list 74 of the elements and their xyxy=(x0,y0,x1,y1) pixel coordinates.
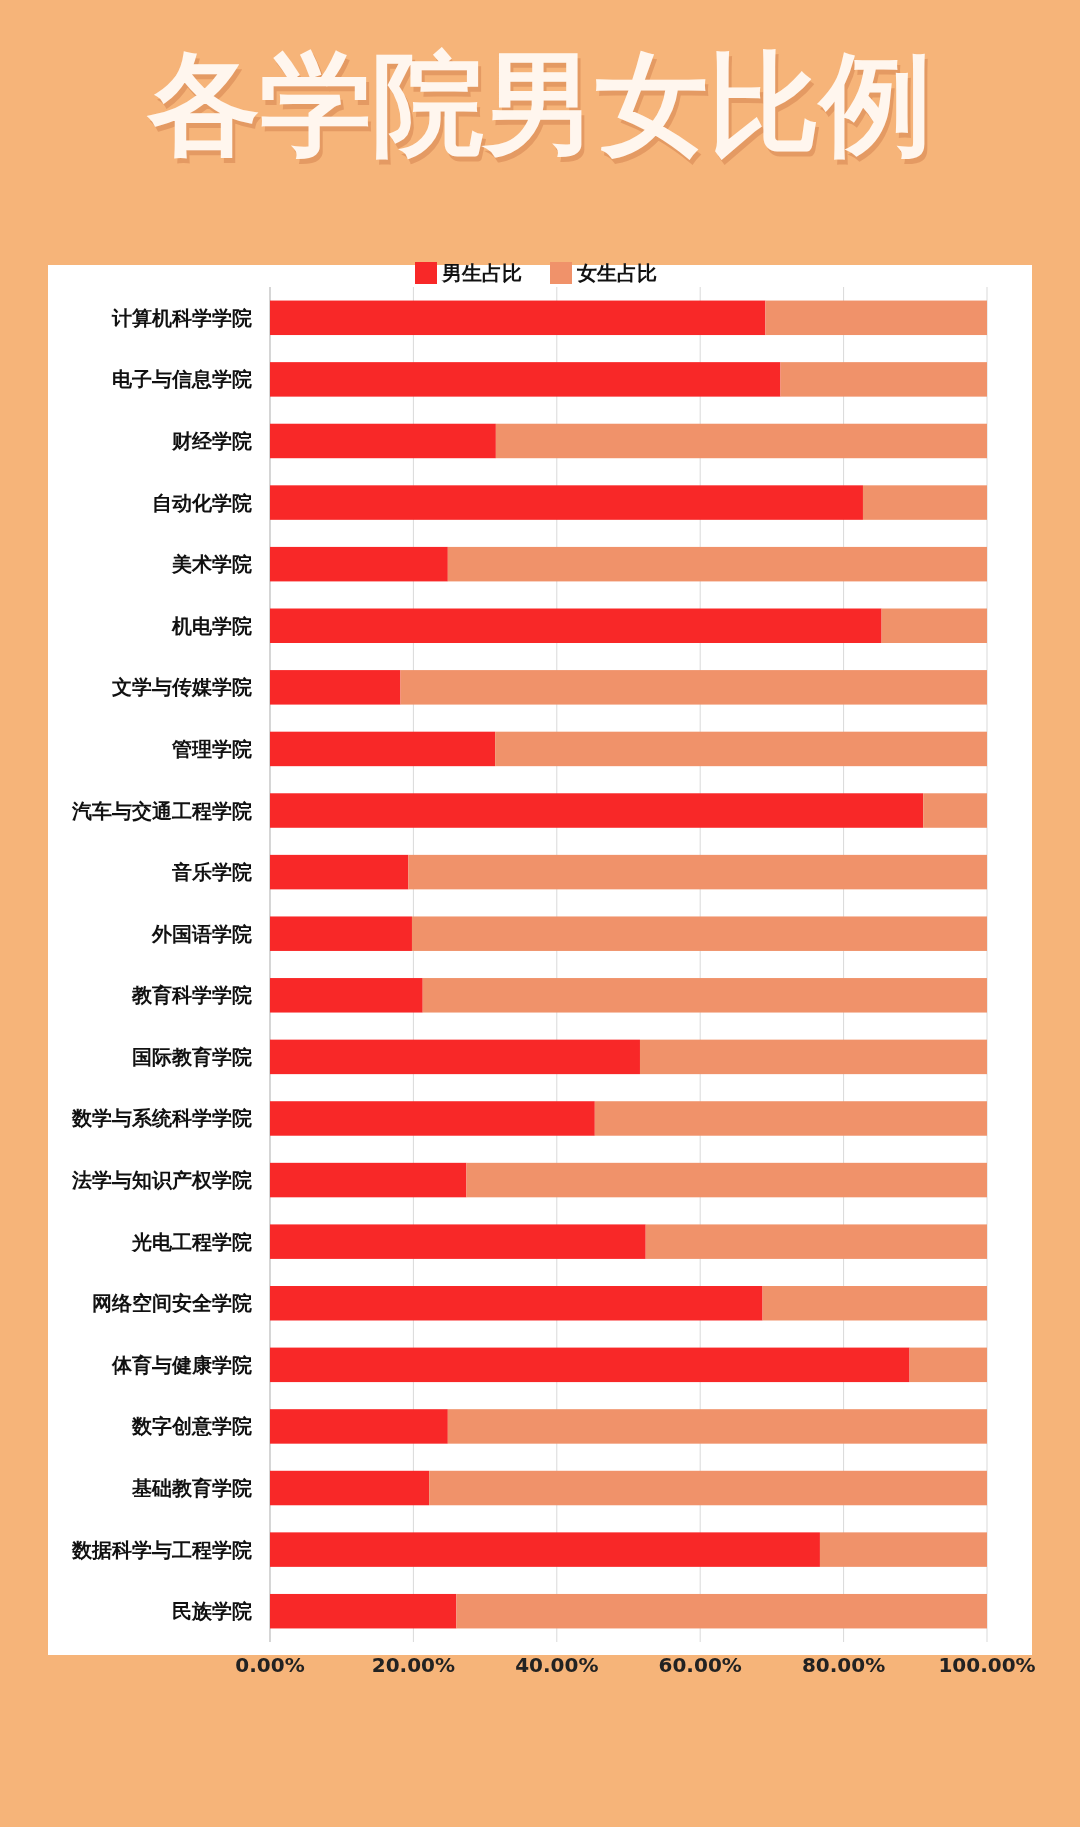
y-tick-label: 数学与系统科学学院 xyxy=(71,1106,252,1131)
y-tick-label: 文学与传媒学院 xyxy=(111,675,252,700)
bar xyxy=(422,978,987,1013)
bar xyxy=(270,423,496,459)
bar xyxy=(270,1593,457,1629)
bar xyxy=(495,731,987,767)
bar xyxy=(270,854,409,890)
bar xyxy=(456,1593,987,1629)
y-tick-label: 民族学院 xyxy=(172,1599,252,1624)
y-tick-label: 自动化学院 xyxy=(152,490,252,515)
x-tick-label: 0.00% xyxy=(235,1653,305,1677)
bar xyxy=(429,1470,987,1506)
legend-label: 男生占比 xyxy=(441,261,522,285)
bar xyxy=(645,1224,987,1259)
bar xyxy=(270,1286,763,1321)
bar xyxy=(447,1409,987,1444)
x-tick-label: 40.00% xyxy=(515,1653,599,1677)
y-tick-label: 机电学院 xyxy=(171,613,252,638)
y-tick-label: 教育科学学院 xyxy=(131,983,252,1008)
bar xyxy=(765,300,987,336)
y-tick-label: 光电工程学院 xyxy=(131,1229,252,1254)
bar xyxy=(411,916,987,951)
x-tick-label: 60.00% xyxy=(658,1653,742,1677)
x-tick-label: 20.00% xyxy=(371,1653,456,1677)
bar xyxy=(270,546,448,582)
y-tick-label: 基础教育学院 xyxy=(131,1476,252,1501)
x-tick-label: 80.00% xyxy=(801,1653,886,1677)
bar xyxy=(270,1039,640,1075)
bar xyxy=(881,608,987,643)
y-tick-label: 计算机科学学院 xyxy=(111,305,252,330)
y-tick-label: 财经学院 xyxy=(171,428,252,453)
bar xyxy=(819,1532,987,1567)
legend-label: 女生占比 xyxy=(576,261,657,285)
bar xyxy=(923,793,987,828)
bar xyxy=(639,1039,987,1075)
bar xyxy=(270,362,781,397)
x-tick-label: 100.00% xyxy=(938,1653,1036,1677)
bar xyxy=(270,916,412,951)
bar xyxy=(270,608,882,643)
y-tick-label: 国际教育学院 xyxy=(132,1044,252,1069)
bar xyxy=(909,1347,987,1383)
bar xyxy=(270,1347,910,1383)
y-tick-label: 外国语学院 xyxy=(151,921,252,946)
bar xyxy=(862,485,987,520)
bar xyxy=(270,793,924,828)
bar xyxy=(594,1101,987,1136)
bar xyxy=(270,1409,448,1444)
bar xyxy=(400,670,987,705)
bar xyxy=(270,485,863,520)
bar xyxy=(270,1532,820,1567)
bar xyxy=(270,1162,467,1198)
bar xyxy=(780,362,987,397)
bar xyxy=(270,1101,595,1136)
bar xyxy=(270,731,496,767)
y-tick-label: 音乐学院 xyxy=(171,860,252,885)
bar xyxy=(408,854,987,890)
bar xyxy=(466,1162,987,1198)
bar xyxy=(762,1286,987,1321)
bar xyxy=(270,670,401,705)
y-tick-label: 体育与健康学院 xyxy=(111,1352,252,1377)
bar xyxy=(270,1224,646,1259)
y-tick-label: 美术学院 xyxy=(171,552,252,577)
y-tick-label: 网络空间安全学院 xyxy=(92,1291,252,1316)
bar xyxy=(447,546,987,582)
bar xyxy=(270,300,766,336)
y-tick-label: 汽车与交通工程学院 xyxy=(71,798,252,823)
y-tick-label: 数字创意学院 xyxy=(131,1414,252,1439)
y-tick-label: 管理学院 xyxy=(171,736,252,761)
bar xyxy=(270,978,423,1013)
y-tick-label: 电子与信息学院 xyxy=(112,367,252,392)
y-tick-label: 法学与知识产权学院 xyxy=(71,1168,252,1193)
bar xyxy=(270,1470,430,1506)
y-tick-label: 数据科学与工程学院 xyxy=(71,1537,252,1562)
bar xyxy=(495,423,987,459)
